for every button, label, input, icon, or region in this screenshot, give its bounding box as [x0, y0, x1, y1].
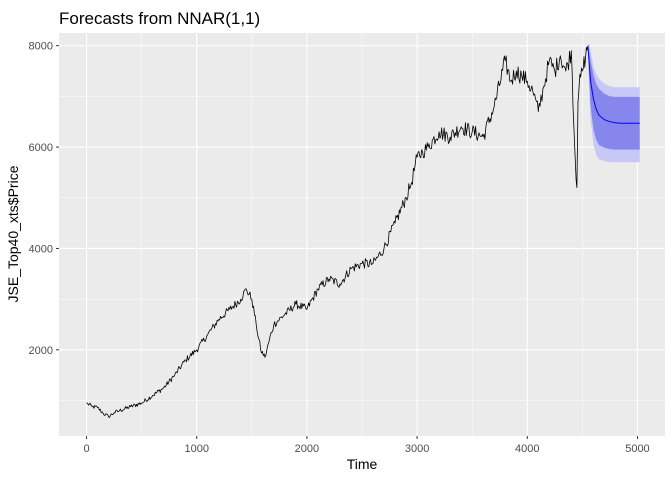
- x-tick-label: 1000: [184, 443, 208, 455]
- history-series-line: [86, 45, 589, 418]
- major-gridlines: [59, 33, 665, 436]
- minor-gridlines: [59, 33, 665, 436]
- x-tick-label: 4000: [515, 443, 539, 455]
- x-tick-label: 0: [83, 443, 89, 455]
- y-tick-label: 8000: [29, 41, 53, 53]
- x-axis-ticks: 0 1000 2000 3000 4000 5000: [83, 436, 650, 455]
- chart-title: Forecasts from NNAR(1,1): [59, 9, 260, 28]
- y-tick-label: 6000: [29, 142, 53, 154]
- x-tick-label: 5000: [625, 443, 649, 455]
- series-lines: [86, 45, 640, 418]
- y-axis-ticks: 2000 4000 6000 8000: [29, 41, 59, 357]
- y-axis-title: JSE_Top40_xts$Price: [5, 165, 21, 302]
- y-tick-label: 4000: [29, 243, 53, 255]
- forecast-mean-line: [587, 45, 640, 124]
- x-axis-title: Time: [347, 456, 378, 472]
- x-tick-label: 2000: [295, 443, 319, 455]
- x-tick-label: 3000: [405, 443, 429, 455]
- y-tick-label: 2000: [29, 345, 53, 357]
